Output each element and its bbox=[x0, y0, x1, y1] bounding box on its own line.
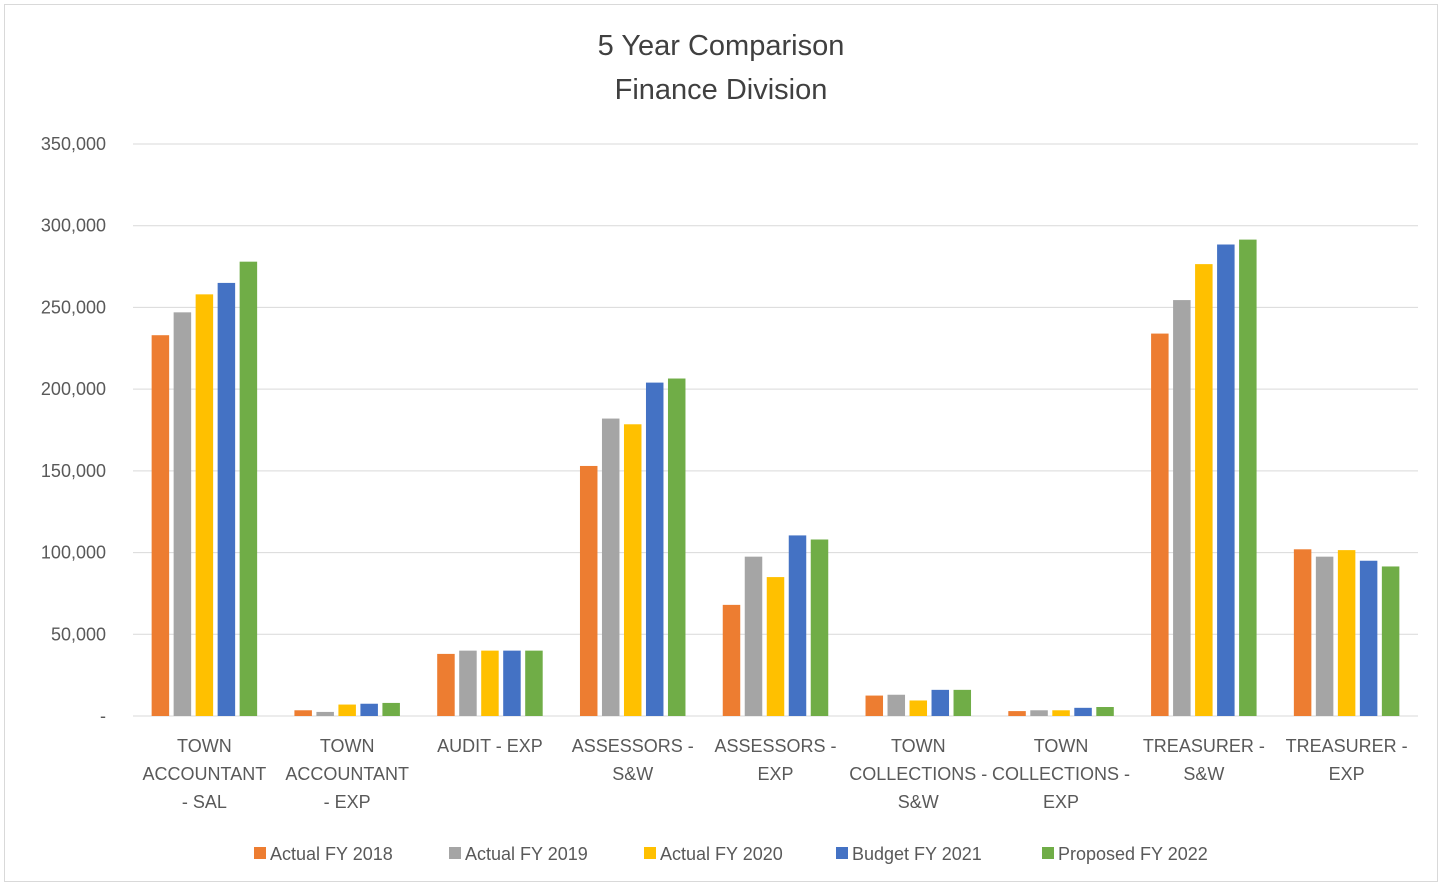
x-tick-label: ACCOUNTANT bbox=[143, 764, 267, 784]
bar bbox=[579, 465, 598, 716]
x-tick-label: ASSESSORS - bbox=[572, 736, 694, 756]
chart-title-line-2: Finance Division bbox=[614, 74, 828, 106]
legend-swatch bbox=[254, 847, 266, 859]
bar bbox=[239, 261, 258, 716]
x-tick-label: EXP bbox=[1043, 792, 1079, 812]
y-tick-label: 200,000 bbox=[41, 379, 106, 399]
x-tick-label: - SAL bbox=[182, 792, 227, 812]
x-tick-label: TOWN bbox=[177, 736, 232, 756]
legend-swatch bbox=[836, 847, 848, 859]
x-tick-label: EXP bbox=[757, 764, 793, 784]
bar bbox=[744, 556, 763, 716]
legend-swatch bbox=[449, 847, 461, 859]
y-tick-label: 150,000 bbox=[41, 461, 106, 481]
bar bbox=[1008, 711, 1026, 716]
bar bbox=[1074, 707, 1092, 716]
bar bbox=[931, 689, 950, 716]
y-tick-label: 300,000 bbox=[41, 216, 106, 236]
bar bbox=[1217, 244, 1235, 716]
x-tick-label: ASSESSORS - bbox=[714, 736, 836, 756]
bar bbox=[788, 535, 807, 716]
x-tick-label: AUDIT - EXP bbox=[437, 736, 543, 756]
bar bbox=[437, 653, 455, 716]
x-tick-label: TOWN bbox=[320, 736, 375, 756]
x-tick-label: ACCOUNTANT bbox=[285, 764, 409, 784]
x-tick-label: S&W bbox=[612, 764, 653, 784]
bar bbox=[481, 650, 499, 716]
bar bbox=[360, 703, 378, 716]
bar bbox=[151, 335, 170, 716]
bar bbox=[1195, 264, 1213, 716]
x-tick-label: - EXP bbox=[324, 792, 371, 812]
bar bbox=[1151, 333, 1169, 716]
bar bbox=[909, 700, 928, 716]
bar bbox=[382, 702, 400, 716]
bar bbox=[810, 539, 829, 716]
legend-label: Actual FY 2020 bbox=[660, 844, 783, 864]
bar bbox=[766, 577, 785, 716]
x-tick-label: COLLECTIONS - bbox=[992, 764, 1130, 784]
bar bbox=[722, 604, 741, 716]
bar bbox=[1173, 300, 1191, 716]
y-tick-label: - bbox=[100, 706, 106, 726]
legend-label: Actual FY 2018 bbox=[270, 844, 393, 864]
bar bbox=[195, 294, 214, 716]
bar bbox=[503, 650, 521, 716]
bar bbox=[1096, 707, 1114, 716]
y-tick-label: 350,000 bbox=[41, 134, 106, 154]
bar bbox=[173, 312, 192, 716]
x-tick-label: COLLECTIONS - bbox=[849, 764, 987, 784]
x-tick-label: TREASURER - bbox=[1286, 736, 1408, 756]
bar bbox=[1052, 710, 1070, 716]
legend-label: Actual FY 2019 bbox=[465, 844, 588, 864]
bar bbox=[667, 378, 686, 716]
bar bbox=[1315, 556, 1334, 716]
bar bbox=[316, 711, 334, 716]
bar bbox=[601, 418, 620, 716]
bar bbox=[1337, 550, 1356, 716]
x-tick-label: TREASURER - bbox=[1143, 736, 1265, 756]
bar bbox=[294, 710, 312, 716]
bar bbox=[1239, 239, 1257, 716]
y-tick-label: 100,000 bbox=[41, 543, 106, 563]
chart-title-line-1: 5 Year Comparison bbox=[597, 30, 845, 62]
bar bbox=[525, 650, 543, 716]
x-tick-label: S&W bbox=[1183, 764, 1224, 784]
x-tick-label: S&W bbox=[898, 792, 939, 812]
y-tick-label: 250,000 bbox=[41, 297, 106, 317]
bar bbox=[459, 650, 477, 716]
x-tick-label: TOWN bbox=[1034, 736, 1089, 756]
bar bbox=[338, 704, 356, 716]
bar bbox=[217, 282, 236, 716]
y-tick-label: 50,000 bbox=[51, 624, 106, 644]
bar bbox=[1359, 560, 1378, 716]
bar bbox=[1293, 549, 1312, 716]
bar bbox=[865, 695, 884, 716]
legend-swatch bbox=[644, 847, 656, 859]
bar bbox=[623, 424, 642, 716]
legend-swatch bbox=[1042, 847, 1054, 859]
bar bbox=[1381, 566, 1400, 716]
bar bbox=[645, 382, 664, 716]
legend-label: Budget FY 2021 bbox=[852, 844, 982, 864]
x-tick-label: TOWN bbox=[891, 736, 946, 756]
legend-label: Proposed FY 2022 bbox=[1058, 844, 1208, 864]
x-tick-label: EXP bbox=[1329, 764, 1365, 784]
bar bbox=[953, 689, 972, 716]
bar bbox=[1030, 710, 1048, 716]
bar bbox=[887, 694, 906, 716]
